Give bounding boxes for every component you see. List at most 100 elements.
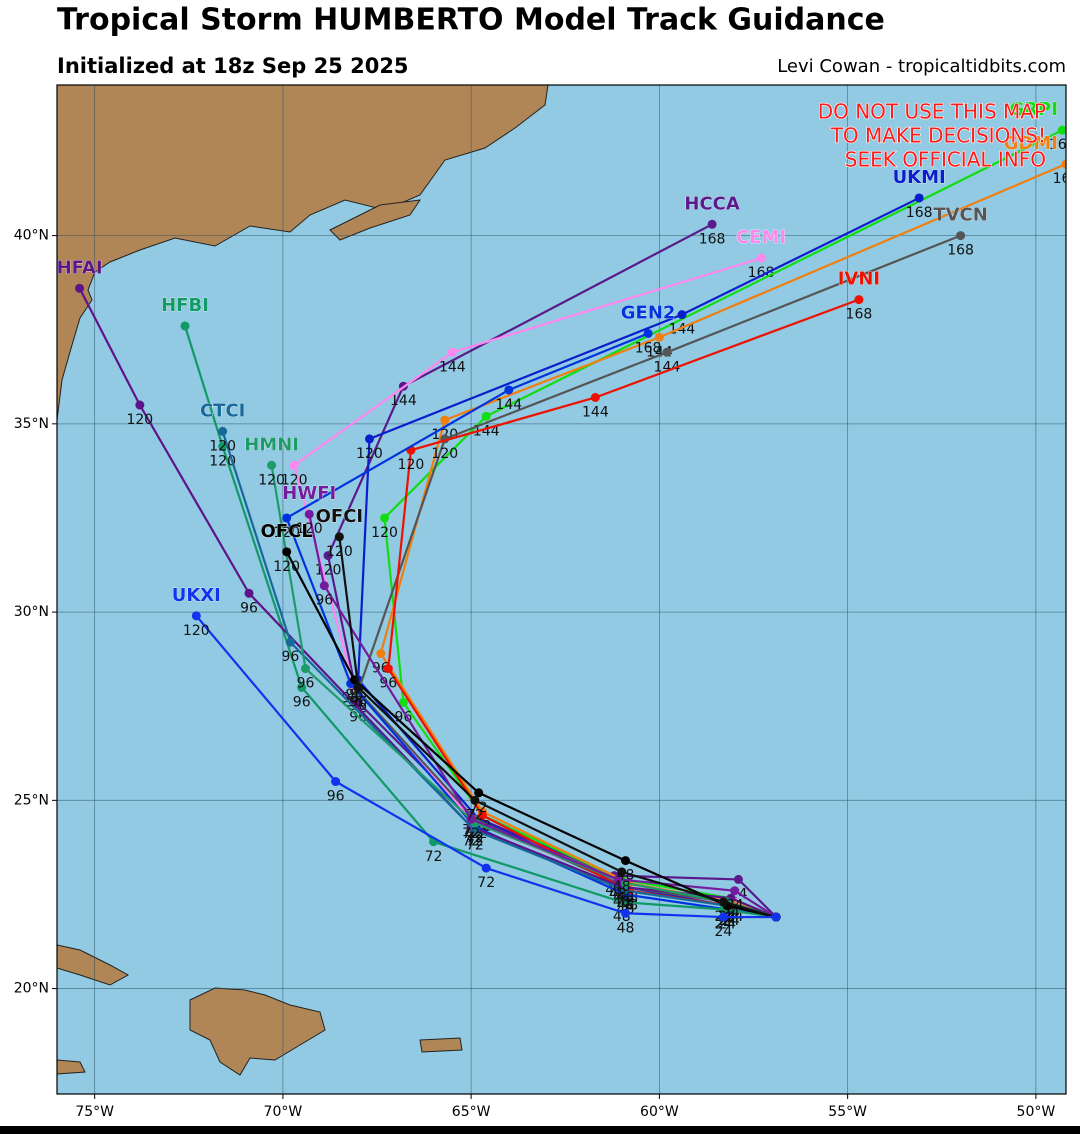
track-point	[504, 385, 514, 395]
nova-scotia	[329, 199, 422, 241]
track-point	[289, 460, 299, 470]
track-point	[244, 588, 254, 598]
track-point	[643, 328, 653, 338]
track-point	[353, 682, 363, 692]
hour-label: 96	[293, 694, 311, 710]
track-point	[662, 347, 672, 357]
y-tick-label: 30°N	[14, 604, 49, 620]
hour-label: 72	[466, 830, 484, 846]
hour-label: 72	[425, 849, 443, 865]
hour-label: 48	[617, 920, 635, 936]
land-layer	[57, 85, 549, 1076]
bottom-bar	[0, 1126, 1080, 1134]
track-point	[285, 637, 295, 647]
credit: Levi Cowan - tropicaltidbits.com	[777, 56, 1066, 77]
hour-label: 72	[477, 875, 495, 891]
hour-label: 96	[372, 661, 390, 677]
track-point	[267, 460, 277, 470]
model-name: GDMI	[1004, 133, 1058, 154]
track-point	[914, 193, 924, 203]
hour-label: 96	[297, 676, 315, 692]
track-point	[854, 295, 864, 305]
hour-label: 120	[273, 525, 300, 541]
hour-label: 120	[315, 563, 342, 579]
ocean	[57, 85, 1066, 1094]
hour-label: 72	[466, 830, 484, 846]
track-line	[338, 536, 777, 919]
x-tick-label: 70°W	[264, 1104, 303, 1120]
hour-label: 48	[613, 894, 631, 910]
hour-label: 168	[906, 205, 933, 221]
hour-label: 168	[699, 231, 726, 247]
track-point	[466, 814, 476, 824]
puerto-rico	[419, 1037, 463, 1053]
hour-label: 120	[209, 438, 236, 454]
hour-label: 144	[582, 404, 609, 420]
warning-line: DO NOT USE THIS MAP	[818, 100, 1046, 124]
hour-label: 144	[654, 359, 681, 375]
x-tick-label: 50°W	[1017, 1104, 1056, 1120]
track-point	[654, 332, 664, 342]
track-point	[621, 886, 631, 896]
track-point	[191, 611, 201, 621]
track-point	[677, 310, 687, 320]
model-name: HFAI	[57, 257, 103, 278]
model-name: IVNI	[838, 269, 880, 290]
track-point	[1061, 159, 1066, 169]
hour-label: 96	[282, 649, 300, 665]
model-name: TVCN	[933, 205, 987, 226]
hour-label: 144	[495, 397, 522, 413]
hour-label: 168	[1049, 137, 1076, 153]
track-point	[323, 551, 333, 561]
model-name: OFCI	[316, 506, 364, 527]
map-frame	[56, 84, 1067, 1095]
hour-label: 168	[635, 340, 662, 356]
hour-label: 48	[617, 890, 635, 906]
track: 24 48 72 96 120 UKXI	[171, 585, 781, 940]
hour-label: 24	[714, 924, 732, 940]
model-name: HCCA	[684, 193, 739, 214]
hour-label: 120	[281, 472, 308, 488]
hour-label: 120	[398, 457, 425, 473]
track-point	[470, 825, 480, 835]
track: 24 48 72 96 120 HFBI	[161, 295, 781, 933]
track-point	[956, 231, 966, 241]
track-point	[474, 788, 484, 798]
model-name: CTCI	[200, 400, 245, 421]
hour-label: 120	[126, 412, 153, 428]
model-name: OFCL	[261, 521, 313, 542]
track-point	[364, 434, 374, 444]
hour-label: 72	[462, 826, 480, 842]
track-point	[481, 411, 491, 421]
track-line	[195, 615, 777, 919]
track-point	[617, 867, 627, 877]
model-name: HWFI	[282, 483, 336, 504]
y-tick-label: 35°N	[14, 416, 49, 432]
model-name: UKXI	[172, 585, 221, 606]
track-point	[590, 392, 600, 402]
hour-label: 168	[947, 243, 974, 259]
track-point	[733, 874, 743, 884]
track-point	[300, 664, 310, 674]
track-point	[334, 532, 344, 542]
track-point	[470, 795, 480, 805]
track-point	[707, 219, 717, 229]
model-name: GRPI	[1009, 99, 1058, 120]
tracks: 24 48 72 96 120 144 168 HCCA 24 48 72 96 120 144 168 CE…	[57, 99, 1080, 940]
hour-label: 168	[1053, 171, 1080, 187]
model-name: HFBI	[161, 295, 209, 316]
jamaica	[57, 1059, 86, 1075]
track-point	[756, 253, 766, 263]
track-point	[621, 856, 631, 866]
y-tick-label: 25°N	[14, 792, 49, 808]
hour-label: 48	[609, 886, 627, 902]
hispaniola	[189, 987, 326, 1076]
track-point	[135, 400, 145, 410]
subtitle: Initialized at 18z Sep 25 2025	[57, 54, 409, 78]
north-america	[57, 85, 549, 421]
track-point	[218, 441, 228, 451]
